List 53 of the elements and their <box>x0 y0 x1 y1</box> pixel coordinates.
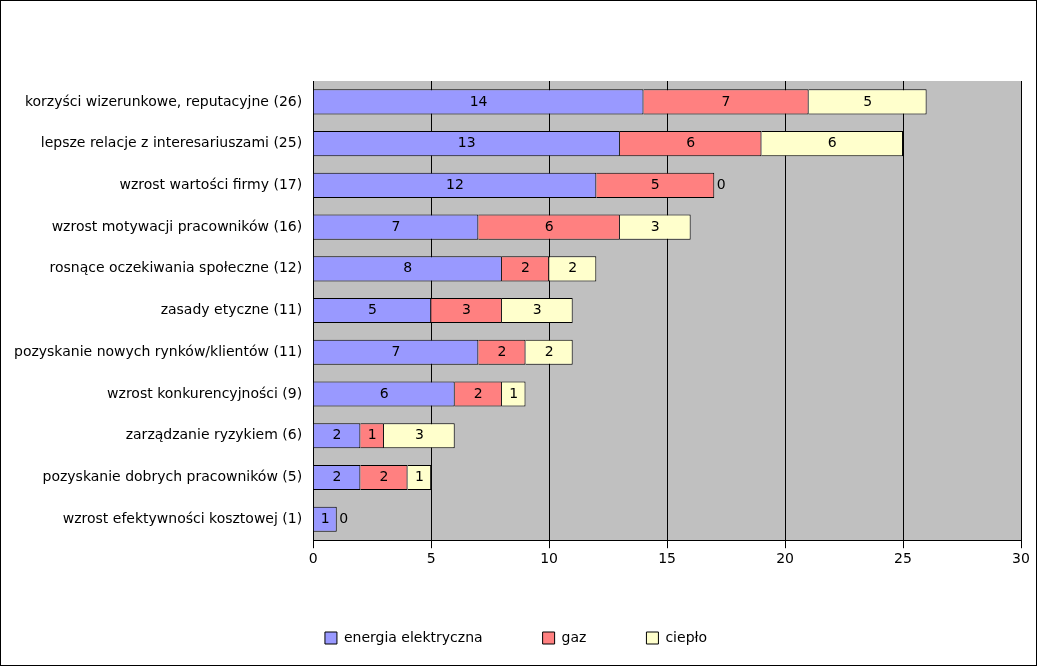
y-tick-label: wzrost wartości firmy (17) <box>119 176 303 192</box>
y-tick-label: wzrost konkurencyjności (9) <box>107 384 303 401</box>
data-label: 1 <box>414 468 424 485</box>
data-label: 1 <box>320 509 330 526</box>
data-label: 2 <box>544 342 554 359</box>
y-tick-label: zasady etyczne (11) <box>160 301 303 318</box>
data-label: 7 <box>391 342 401 359</box>
legend-label: ciepło <box>665 628 708 645</box>
y-tick-label: wzrost efektywności kosztowej (1) <box>62 509 303 526</box>
legend-label: energia elektryczna <box>343 628 483 645</box>
x-tick-label: 10 <box>540 550 559 567</box>
data-label: 5 <box>367 301 377 318</box>
data-label: 2 <box>332 468 342 485</box>
data-label: 14 <box>469 92 488 109</box>
y-tick-label: pozyskanie nowych rynków/klientów (11) <box>13 342 303 359</box>
data-label: 3 <box>462 301 471 318</box>
data-label: 6 <box>544 217 554 234</box>
data-label: 2 <box>332 426 342 443</box>
data-label: 2 <box>379 468 389 485</box>
data-label: 6 <box>686 134 696 151</box>
y-tick-label: rosnące oczekiwania społeczne (12) <box>49 259 303 276</box>
data-label: 6 <box>827 134 837 151</box>
y-tick-label: zarządzanie ryzykiem (6) <box>125 426 303 443</box>
y-tick-label: lepsze relacje z interesariuszami (25) <box>40 134 303 151</box>
y-tick-label: wzrost motywacji pracowników (16) <box>51 217 303 234</box>
x-tick-label: 20 <box>776 550 794 567</box>
data-label: 0 <box>716 176 726 192</box>
data-label: 5 <box>650 176 660 192</box>
data-label: 3 <box>414 426 424 443</box>
x-tick-label: 0 <box>308 550 318 567</box>
data-label: 7 <box>391 217 401 234</box>
data-label: 3 <box>532 301 542 318</box>
x-tick-label: 5 <box>426 550 436 567</box>
data-label: 1 <box>509 384 519 401</box>
x-tick-label: 25 <box>894 550 912 567</box>
data-label: 2 <box>521 259 530 276</box>
data-label: 12 <box>446 176 464 192</box>
data-label: 7 <box>721 92 731 109</box>
y-tick-label: korzyści wizerunkowe, reputacyjne (26) <box>24 92 303 109</box>
data-label: 2 <box>568 259 578 276</box>
data-label: 6 <box>379 384 389 401</box>
data-label: 2 <box>473 384 483 401</box>
x-tick-label: 15 <box>658 550 676 567</box>
data-label: 2 <box>497 342 507 359</box>
x-tick-label: 30 <box>1012 550 1030 567</box>
data-label: 3 <box>650 217 660 234</box>
data-label: 0 <box>339 509 349 526</box>
data-label: 1 <box>367 426 377 443</box>
legend-label: gaz <box>561 628 587 645</box>
data-label: 8 <box>403 259 413 276</box>
data-label: 5 <box>863 92 873 109</box>
y-tick-label: pozyskanie dobrych pracowników (5) <box>42 468 303 485</box>
data-label: 13 <box>457 134 476 151</box>
